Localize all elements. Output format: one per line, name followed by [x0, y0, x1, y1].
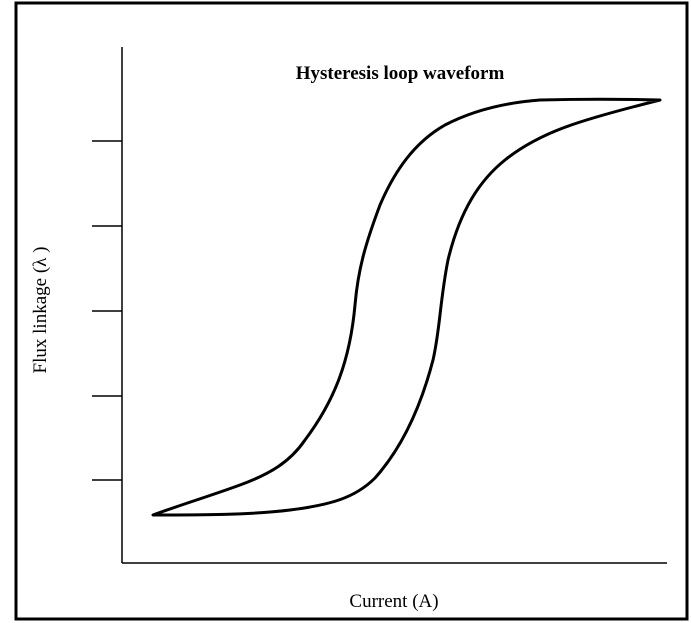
y-axis-label: Flux linkage (λ ) [30, 247, 51, 374]
tick-marks [92, 140, 122, 481]
x-axis-label: Current (A) [349, 591, 438, 612]
frame [14, 1, 689, 621]
hysteresis-loop [151, 97, 662, 517]
chart-title: Hysteresis loop waveform [296, 63, 505, 84]
